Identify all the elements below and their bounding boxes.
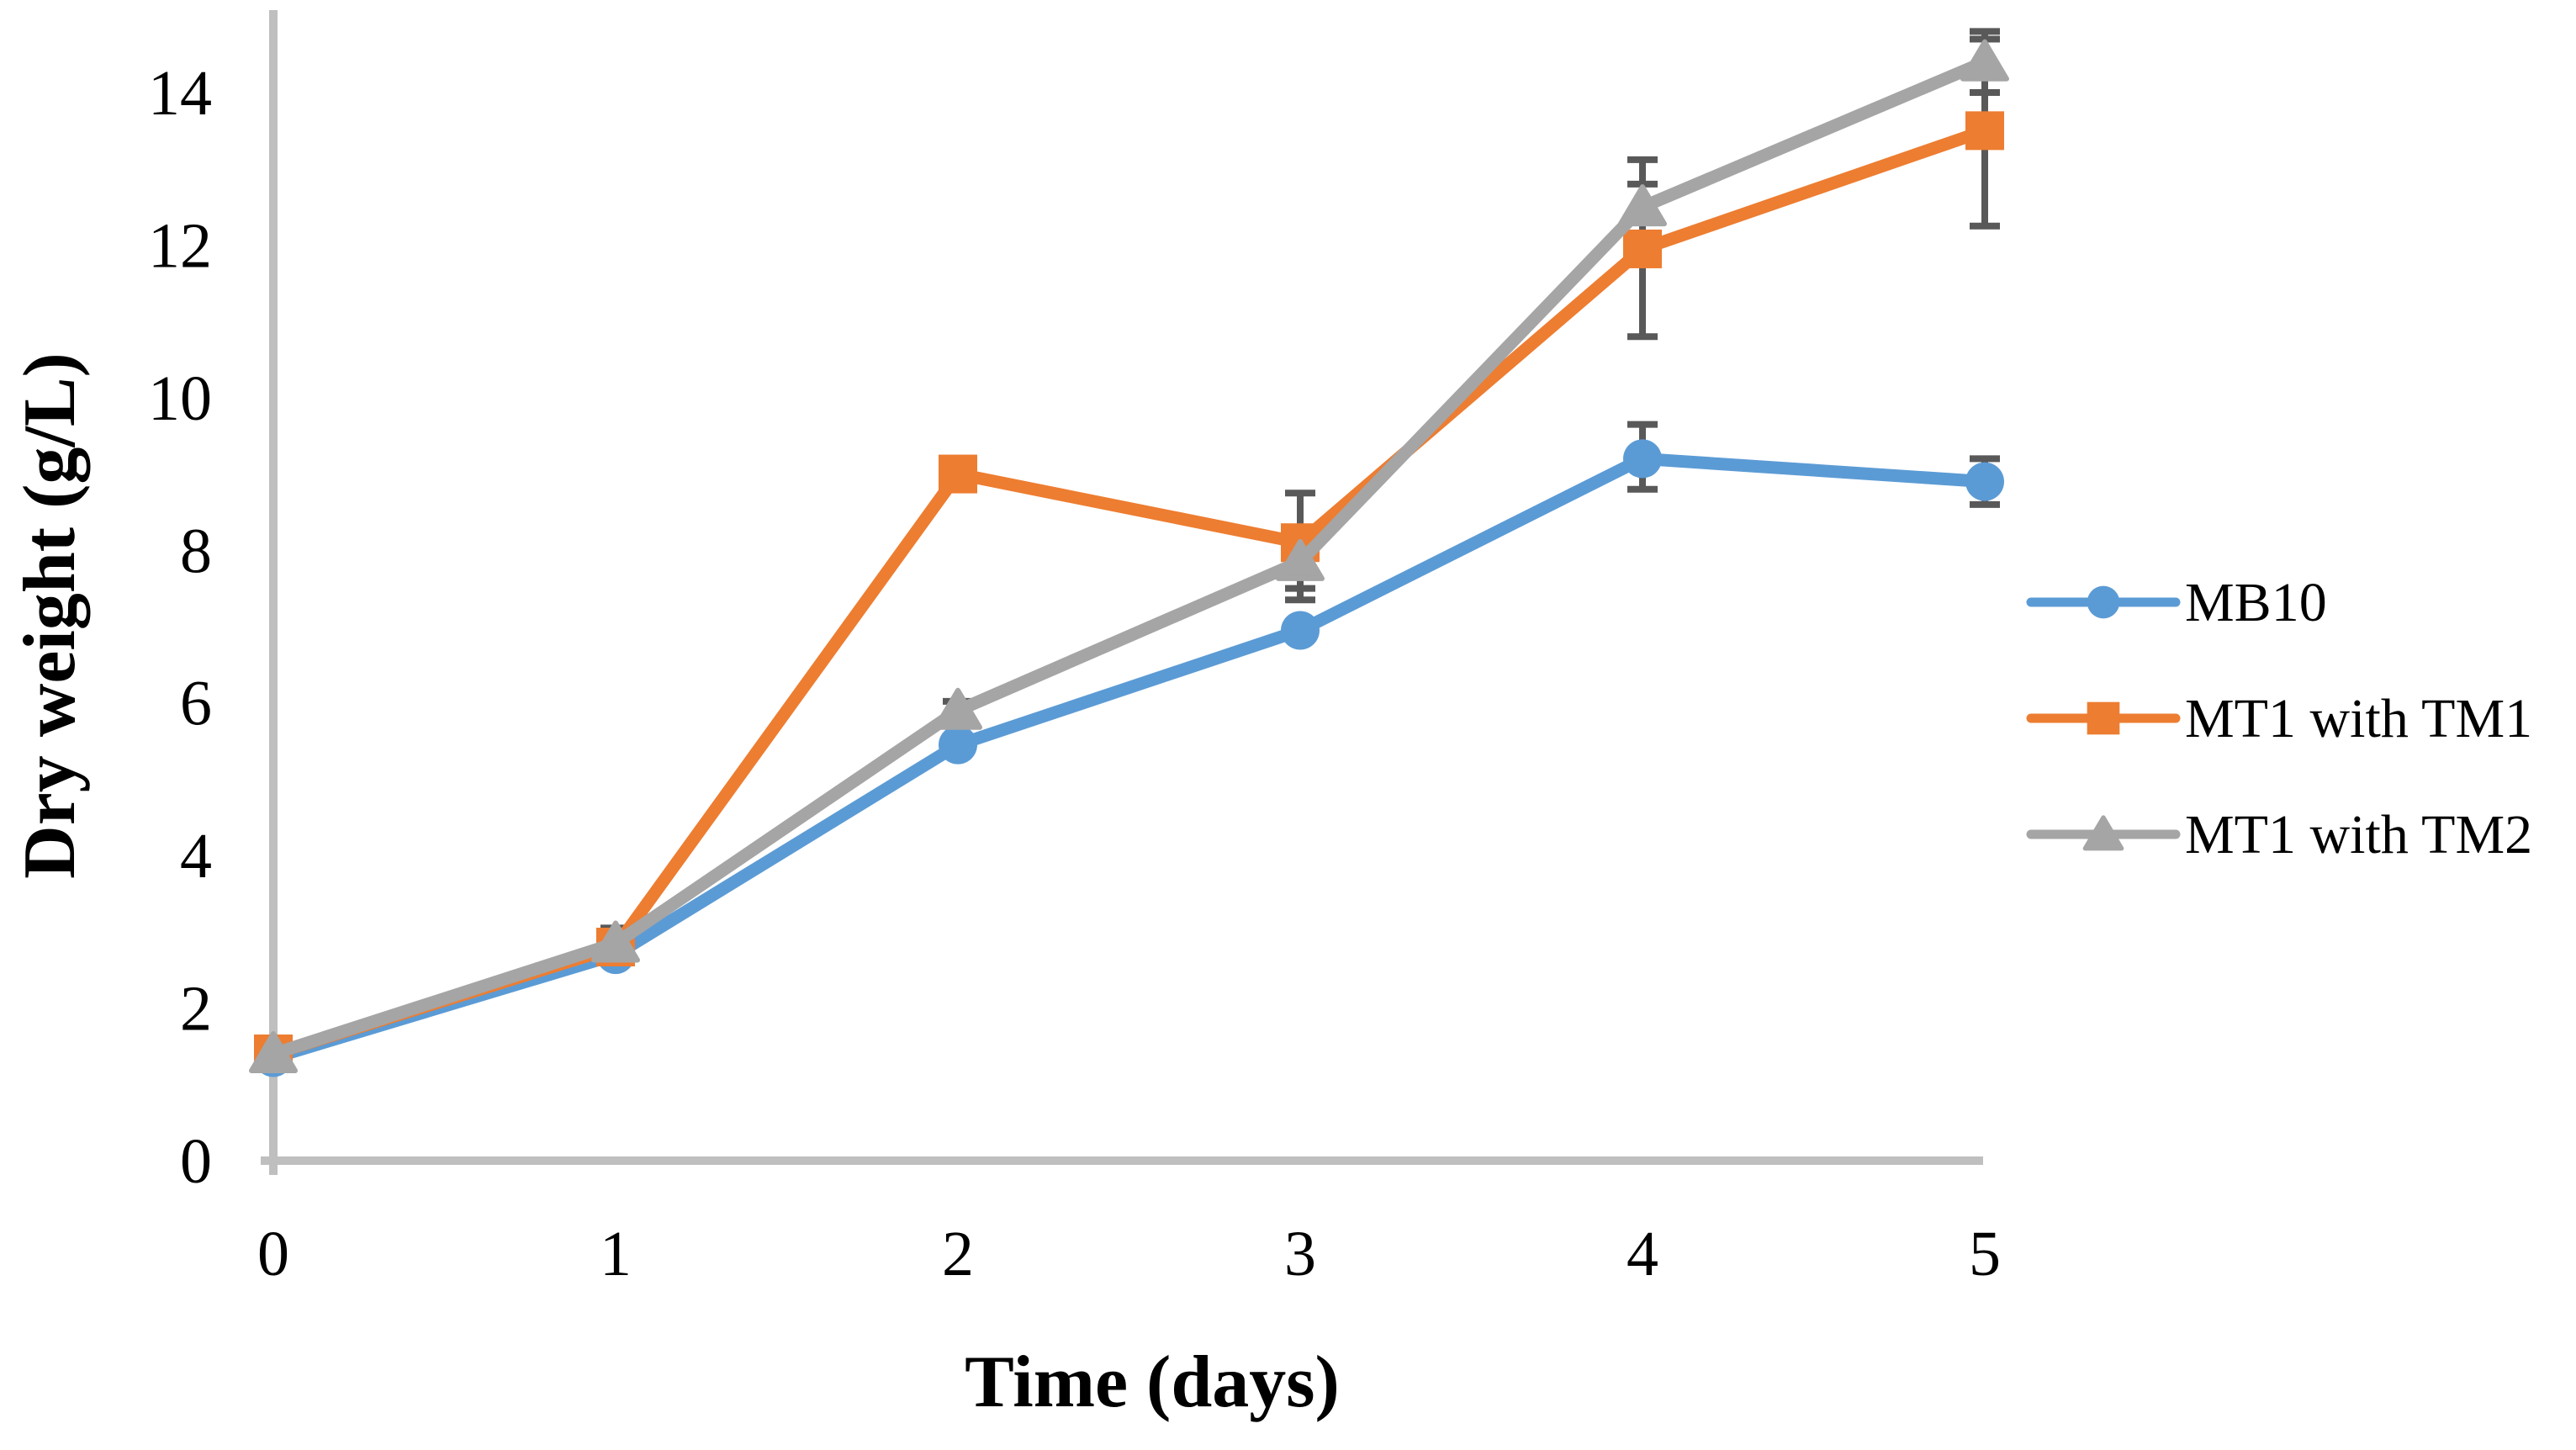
x-tick-label: 2 xyxy=(942,1219,974,1289)
marker-triangle xyxy=(2082,815,2124,851)
legend-item-mb10: MB10 xyxy=(2026,572,2327,633)
marker-square xyxy=(939,454,977,494)
marker-circle xyxy=(939,725,977,765)
legend-label: MT1 with TM1 xyxy=(2185,688,2532,749)
series-mt1-with-tm2 xyxy=(249,39,2009,1073)
marker-triangle xyxy=(1960,39,2009,82)
marker-circle xyxy=(1281,611,1320,650)
x-tick-label: 4 xyxy=(1627,1219,1658,1289)
x-tick-label: 5 xyxy=(1969,1219,2001,1289)
y-tick-label: 4 xyxy=(180,821,212,892)
marker-triangle xyxy=(1276,538,1325,581)
legend-label: MT1 with TM2 xyxy=(2185,804,2532,865)
legend-item-mt1-with-tm2: MT1 with TM2 xyxy=(2026,804,2532,865)
x-axis-title: Time (days) xyxy=(965,1342,1340,1423)
series-line xyxy=(267,452,1992,1065)
y-tick-label: 8 xyxy=(180,516,212,586)
marker-square xyxy=(1623,229,1662,268)
legend: MB10 MT1 with TM1 MT1 with TM2 xyxy=(2026,572,2532,865)
x-tick-label: 1 xyxy=(600,1219,632,1289)
x-tick-label: 3 xyxy=(1284,1219,1316,1289)
series-mt1-with-tm1 xyxy=(254,111,2004,1074)
series-line xyxy=(267,124,1992,1061)
y-tick-label: 6 xyxy=(180,669,212,739)
legend-label: MB10 xyxy=(2185,572,2327,633)
marker-triangle xyxy=(934,687,982,730)
y-tick-label: 12 xyxy=(148,210,212,281)
y-tick-label: 2 xyxy=(180,974,212,1045)
series-line xyxy=(267,56,1992,1061)
y-axis-title: Dry weight (g/L) xyxy=(9,352,91,879)
y-tick-label: 14 xyxy=(148,58,212,129)
marker-circle xyxy=(2087,585,2120,619)
marker-triangle xyxy=(591,920,640,963)
marker-circle xyxy=(1623,439,1662,479)
x-tick-label: 0 xyxy=(257,1219,289,1289)
marker-triangle xyxy=(249,1031,298,1073)
y-tick-label: 0 xyxy=(180,1126,212,1197)
axes xyxy=(261,10,1983,1175)
y-tick-label: 10 xyxy=(148,363,212,434)
marker-square xyxy=(2087,701,2120,735)
error-bars xyxy=(258,28,2000,1069)
series-lines xyxy=(249,39,2009,1077)
marker-triangle xyxy=(1618,184,1667,227)
marker-square xyxy=(1965,111,2004,151)
legend-item-mt1-with-tm1: MT1 with TM1 xyxy=(2026,688,2532,749)
marker-circle xyxy=(1965,462,2004,501)
